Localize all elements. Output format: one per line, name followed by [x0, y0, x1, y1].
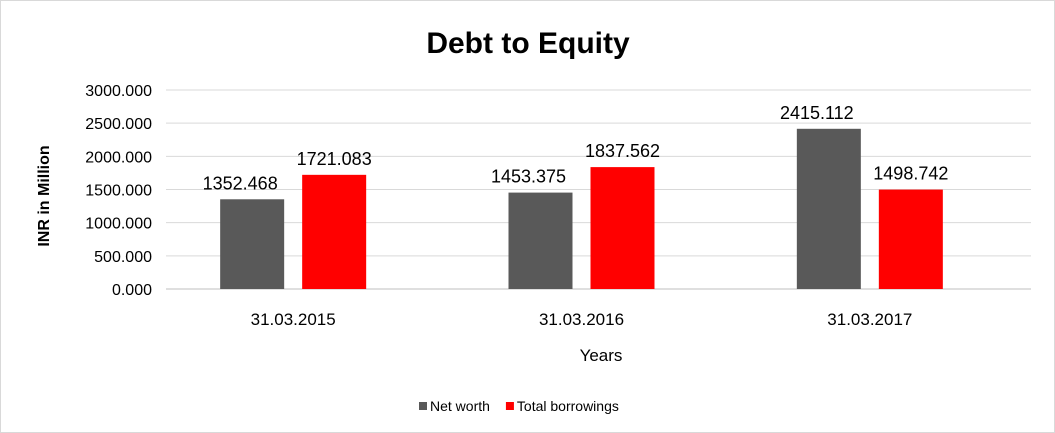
data-label: 1721.083: [297, 149, 372, 169]
bar-net-worth: [220, 199, 285, 289]
legend-label: Total borrowings: [517, 398, 619, 414]
bar-net-worth: [796, 128, 861, 289]
legend: Net worth Total borrowings: [419, 398, 619, 414]
legend-swatch: [505, 402, 514, 410]
y-tick-label: 0.000: [112, 282, 152, 299]
data-labels: 1352.468 1721.083 1453.375 1837.562 2415.112…: [203, 103, 949, 193]
category-label: 31.03.2016: [539, 310, 624, 329]
chart-title: Debt to Equity: [426, 27, 630, 60]
y-tick-label: 1500.000: [85, 183, 152, 200]
legend-swatch: [419, 402, 427, 410]
x-axis-label: Years: [580, 346, 623, 365]
category-label: 31.03.2017: [827, 310, 912, 329]
legend-label: Net worth: [430, 398, 490, 414]
y-tick-label: 1000.000: [85, 216, 152, 233]
bar-total-borrowings: [302, 174, 367, 289]
category-label: 31.03.2015: [251, 310, 336, 329]
y-tick-label: 500.000: [94, 249, 152, 266]
bar-total-borrowings: [878, 189, 943, 289]
bars: [220, 128, 943, 289]
data-label: 1837.562: [585, 141, 660, 161]
bar-net-worth: [508, 192, 573, 289]
y-axis-ticks: 0.000 500.000 1000.000 1500.000 2000.000 2500…: [85, 83, 152, 299]
y-tick-label: 2000.000: [85, 149, 152, 166]
data-label: 2415.112: [780, 103, 854, 123]
y-axis-label: INR in Million: [36, 145, 53, 246]
x-axis-categories: 31.03.2015 31.03.2016 31.03.2017: [251, 310, 913, 329]
bar-total-borrowings: [590, 167, 655, 289]
data-label: 1453.375: [491, 167, 566, 187]
data-label: 1352.468: [203, 173, 278, 193]
y-tick-label: 2500.000: [85, 116, 152, 133]
data-label: 1498.742: [873, 164, 948, 184]
y-tick-label: 3000.000: [85, 83, 152, 100]
